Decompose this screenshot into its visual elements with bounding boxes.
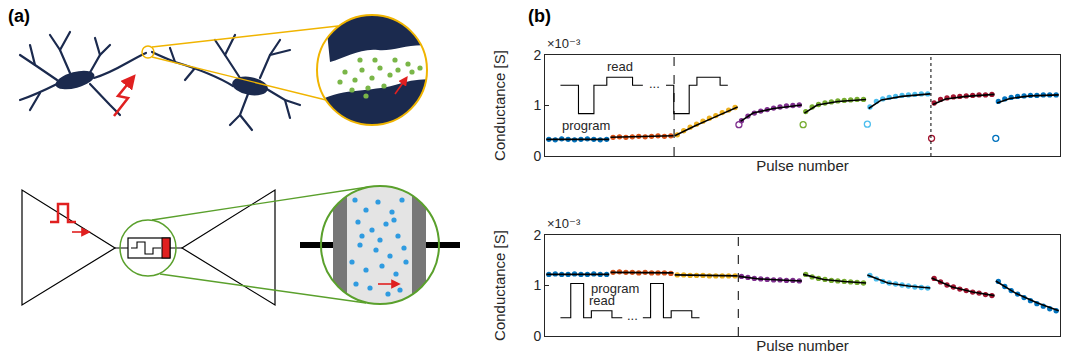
svg-text:(a): (a): [8, 6, 30, 26]
svg-text:Conductance [S]: Conductance [S]: [491, 50, 508, 161]
svg-text:program: program: [562, 118, 610, 133]
svg-text:2: 2: [533, 47, 541, 63]
svg-text:program: program: [591, 281, 639, 296]
svg-text:...: ...: [627, 308, 638, 323]
svg-text:×10⁻³: ×10⁻³: [547, 36, 581, 51]
svg-text:Conductance [S]: Conductance [S]: [491, 230, 508, 341]
svg-text:1: 1: [533, 97, 541, 113]
svg-text:read: read: [607, 59, 633, 74]
svg-text:2: 2: [533, 227, 541, 243]
svg-text:read: read: [589, 293, 615, 308]
svg-text:(b): (b): [528, 6, 551, 26]
svg-text:0: 0: [533, 148, 541, 164]
svg-text:Pulse number: Pulse number: [756, 157, 849, 174]
svg-text:Pulse number: Pulse number: [756, 337, 849, 354]
svg-text:×10⁻³: ×10⁻³: [547, 216, 581, 231]
svg-text:1: 1: [533, 277, 541, 293]
svg-text:0: 0: [533, 328, 541, 344]
svg-text:...: ...: [649, 76, 660, 91]
